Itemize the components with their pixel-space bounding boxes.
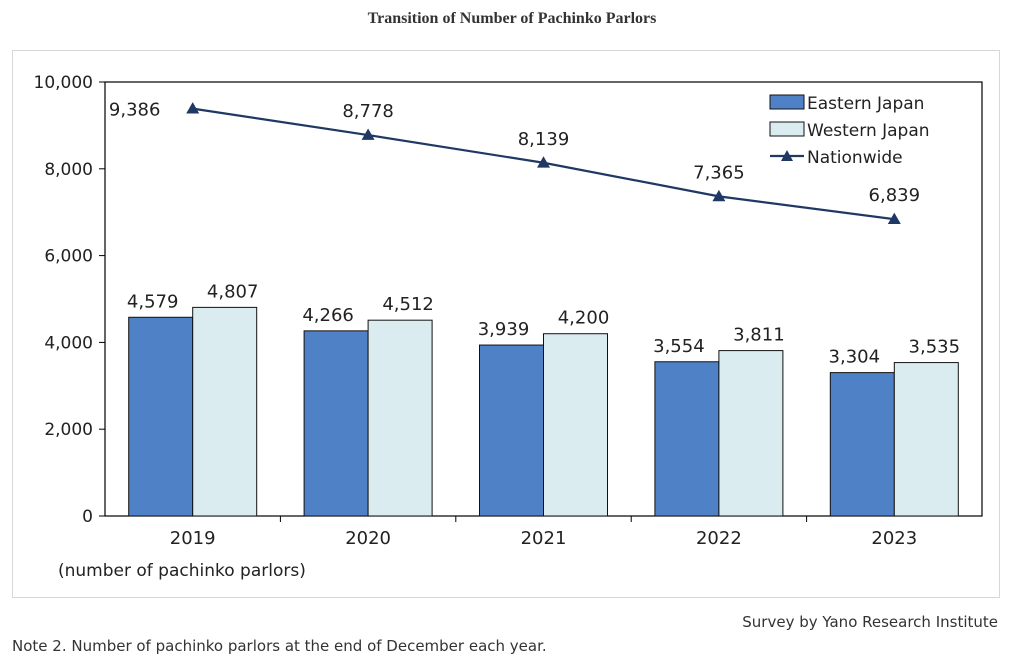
- footnote: Note 2. Number of pachinko parlors at th…: [12, 637, 547, 655]
- bar-line-chart: 0 2,000 4,000 6,000 8,000 10,000 2019 2020 2021 2…: [34, 73, 983, 581]
- legend-label: Nationwide: [807, 148, 903, 168]
- bar-data-label: 3,554: [653, 336, 705, 357]
- y-tick-label: 2,000: [44, 420, 93, 440]
- x-tick-label: 2020: [345, 528, 391, 549]
- bar-data-label: 3,939: [478, 319, 530, 340]
- legend-label: Western Japan: [807, 121, 930, 141]
- bar-eastern-japan: [829, 372, 895, 517]
- legend-swatch: [769, 121, 805, 137]
- bar-eastern-japan: [128, 316, 194, 517]
- line-data-label: 8,778: [342, 101, 394, 122]
- bar-western-japan: [543, 333, 608, 517]
- y-tick-label: 6,000: [44, 247, 93, 267]
- line-point-nationwide: [887, 212, 901, 225]
- bar-data-label: 4,807: [207, 281, 259, 302]
- bar-eastern-japan: [479, 344, 544, 517]
- line-point-nationwide: [712, 189, 726, 202]
- x-tick-label: 2021: [521, 528, 567, 549]
- legend-marker: [781, 150, 793, 161]
- bar-western-japan: [893, 362, 959, 517]
- y-tick-label: 10,000: [34, 73, 93, 93]
- y-tick-label: 4,000: [44, 333, 93, 353]
- bar-eastern-japan: [654, 361, 720, 517]
- x-axis-label: (number of pachinko parlors): [58, 561, 306, 581]
- legend-swatch: [769, 94, 805, 110]
- x-tick-label: 2022: [696, 528, 742, 549]
- source-note: Survey by Yano Research Institute: [742, 613, 998, 631]
- bar-western-japan: [192, 306, 258, 517]
- bar-data-label: 3,811: [733, 325, 785, 346]
- legend-label: Eastern Japan: [807, 94, 924, 114]
- line-point-nationwide: [361, 128, 375, 140]
- bar-western-japan: [367, 319, 433, 517]
- line-data-label: 7,365: [693, 162, 745, 183]
- bar-data-label: 4,579: [127, 291, 179, 312]
- x-tick-label: 2023: [871, 528, 917, 549]
- chart-frame: [12, 50, 1000, 598]
- y-tick-label: 8,000: [44, 160, 93, 180]
- bar-data-label: 4,200: [558, 308, 610, 329]
- bar-eastern-japan: [303, 330, 369, 517]
- bar-data-label: 4,512: [382, 294, 434, 315]
- y-tick-label: 0: [82, 507, 93, 527]
- line-data-label: 9,386: [109, 100, 161, 121]
- bar-western-japan: [718, 350, 784, 517]
- line-data-label: 6,839: [869, 185, 921, 206]
- x-tick-label: 2019: [170, 528, 216, 549]
- line-point-nationwide: [186, 102, 200, 114]
- line-data-label: 8,139: [518, 129, 570, 150]
- bar-data-label: 4,266: [302, 305, 354, 326]
- bar-data-label: 3,535: [909, 337, 961, 358]
- bar-data-label: 3,304: [829, 347, 881, 368]
- line-point-nationwide: [537, 156, 550, 168]
- chart-title: Transition of Number of Pachinko Parlors: [367, 10, 657, 27]
